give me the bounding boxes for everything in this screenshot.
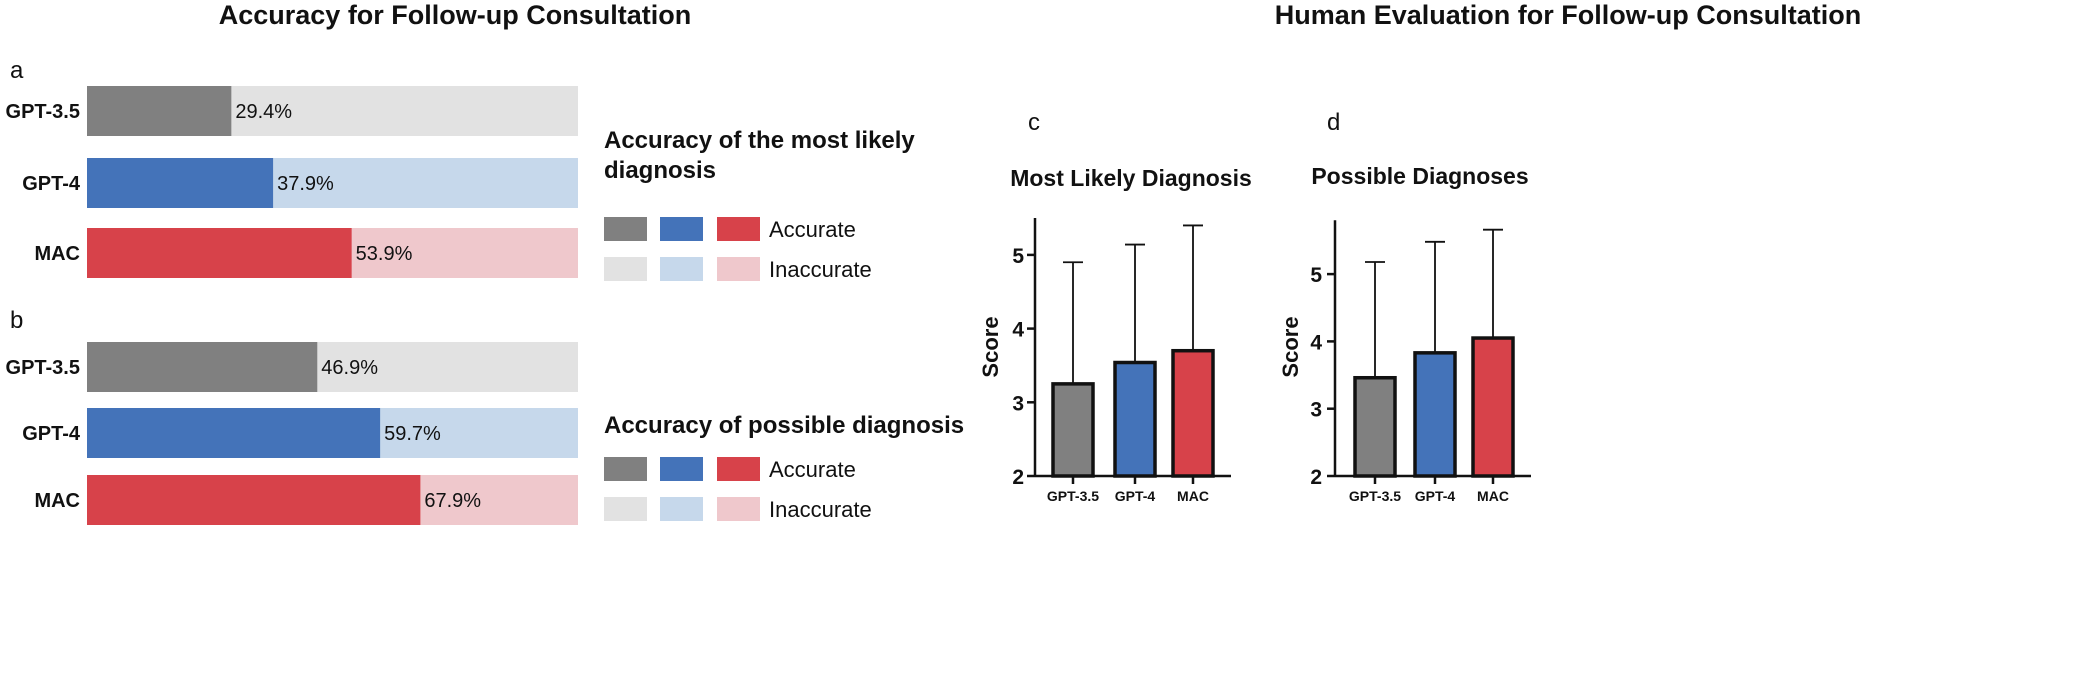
- legend-title-a-line2: diagnosis: [604, 157, 716, 184]
- value-label-b-0: 46.9%: [321, 357, 378, 379]
- bar-d-2: [1471, 336, 1515, 478]
- y-tick-label-d-1: 3: [1310, 399, 1322, 422]
- y-tick-label-c-0: 2: [1012, 466, 1024, 489]
- y-tick-label-c-1: 3: [1012, 392, 1024, 415]
- legend-swatch-a-0-2: [717, 217, 760, 241]
- legend-swatch-b-0-1: [660, 457, 703, 481]
- panel-letter-a: a: [10, 57, 24, 84]
- bar-accurate-a-0: [87, 86, 232, 136]
- bar-accurate-a-2: [87, 228, 352, 278]
- y-tick-label-d-3: 5: [1310, 264, 1322, 287]
- y-tick-label-d-2: 4: [1310, 331, 1322, 354]
- chart-title-c: Most Likely Diagnosis: [1010, 165, 1252, 191]
- bar-accurate-b-1: [87, 408, 381, 458]
- value-label-a-1: 37.9%: [277, 173, 334, 195]
- panel-letter-d: d: [1327, 109, 1340, 136]
- legend-label-a-1: Inaccurate: [769, 257, 872, 282]
- row-label-b-1: GPT-4: [22, 423, 81, 445]
- legend-swatch-b-1-2: [717, 497, 760, 521]
- row-label-a-2: MAC: [34, 243, 80, 265]
- row-label-a-0: GPT-3.5: [6, 101, 80, 123]
- panel-letter-b: b: [10, 307, 23, 334]
- bar-accurate-a-1: [87, 158, 274, 208]
- x-tick-label-d-1: GPT-4: [1415, 488, 1456, 504]
- bar-c-0: [1051, 382, 1095, 478]
- y-axis-label-c: Score: [978, 316, 1003, 377]
- left-title: Accuracy for Follow-up Consultation: [219, 0, 692, 30]
- legend-swatch-b-1-0: [604, 497, 647, 521]
- x-tick-label-c-2: MAC: [1177, 488, 1209, 504]
- bar-d-0: [1353, 375, 1397, 478]
- legend-swatch-a-0-0: [604, 217, 647, 241]
- value-label-a-2: 53.9%: [356, 243, 413, 265]
- x-tick-label-c-0: GPT-3.5: [1047, 488, 1099, 504]
- row-label-b-2: MAC: [34, 490, 80, 512]
- panel-letter-c: c: [1028, 109, 1040, 136]
- legend-swatch-a-1-0: [604, 257, 647, 281]
- bar-c-2: [1171, 348, 1215, 478]
- y-tick-label-c-3: 5: [1012, 245, 1024, 268]
- legend-swatch-a-0-1: [660, 217, 703, 241]
- x-tick-label-d-2: MAC: [1477, 488, 1509, 504]
- y-tick-label-c-2: 4: [1012, 319, 1024, 342]
- x-tick-label-d-0: GPT-3.5: [1349, 488, 1401, 504]
- legend-title-b: Accuracy of possible diagnosis: [604, 412, 964, 439]
- horizontal-bar-panels: a GPT-3.5 29.4% GPT-4 37.9% MAC 53.9% Accuracy …: [6, 57, 964, 525]
- bar-c-1: [1113, 360, 1157, 478]
- vertical-bar-panels: c Most Likely Diagnosis Score 2 3 4 5 GPT-3.5 GP…: [978, 109, 1531, 504]
- y-tick-label-d-0: 2: [1310, 466, 1322, 489]
- legend-swatch-b-0-0: [604, 457, 647, 481]
- value-label-b-1: 59.7%: [384, 423, 441, 445]
- bar-d-1: [1413, 351, 1457, 478]
- legend-swatch-a-1-2: [717, 257, 760, 281]
- chart-title-d: Possible Diagnoses: [1311, 163, 1528, 189]
- legend-title-a-line1: Accuracy of the most likely: [604, 127, 915, 154]
- bar-accurate-b-0: [87, 342, 318, 392]
- row-label-b-0: GPT-3.5: [6, 357, 80, 379]
- legend-label-b-1: Inaccurate: [769, 497, 872, 522]
- bar-accurate-b-2: [87, 475, 421, 525]
- x-tick-label-c-1: GPT-4: [1115, 488, 1156, 504]
- legend-swatch-b-1-1: [660, 497, 703, 521]
- legend-swatch-a-1-1: [660, 257, 703, 281]
- right-title: Human Evaluation for Follow-up Consultat…: [1275, 0, 1861, 30]
- y-axis-label-d: Score: [1278, 316, 1303, 377]
- legend-label-a-0: Accurate: [769, 217, 856, 242]
- legend-label-b-0: Accurate: [769, 457, 856, 482]
- value-label-b-2: 67.9%: [424, 490, 481, 512]
- legend-swatch-b-0-2: [717, 457, 760, 481]
- value-label-a-0: 29.4%: [235, 101, 292, 123]
- row-label-a-1: GPT-4: [22, 173, 81, 195]
